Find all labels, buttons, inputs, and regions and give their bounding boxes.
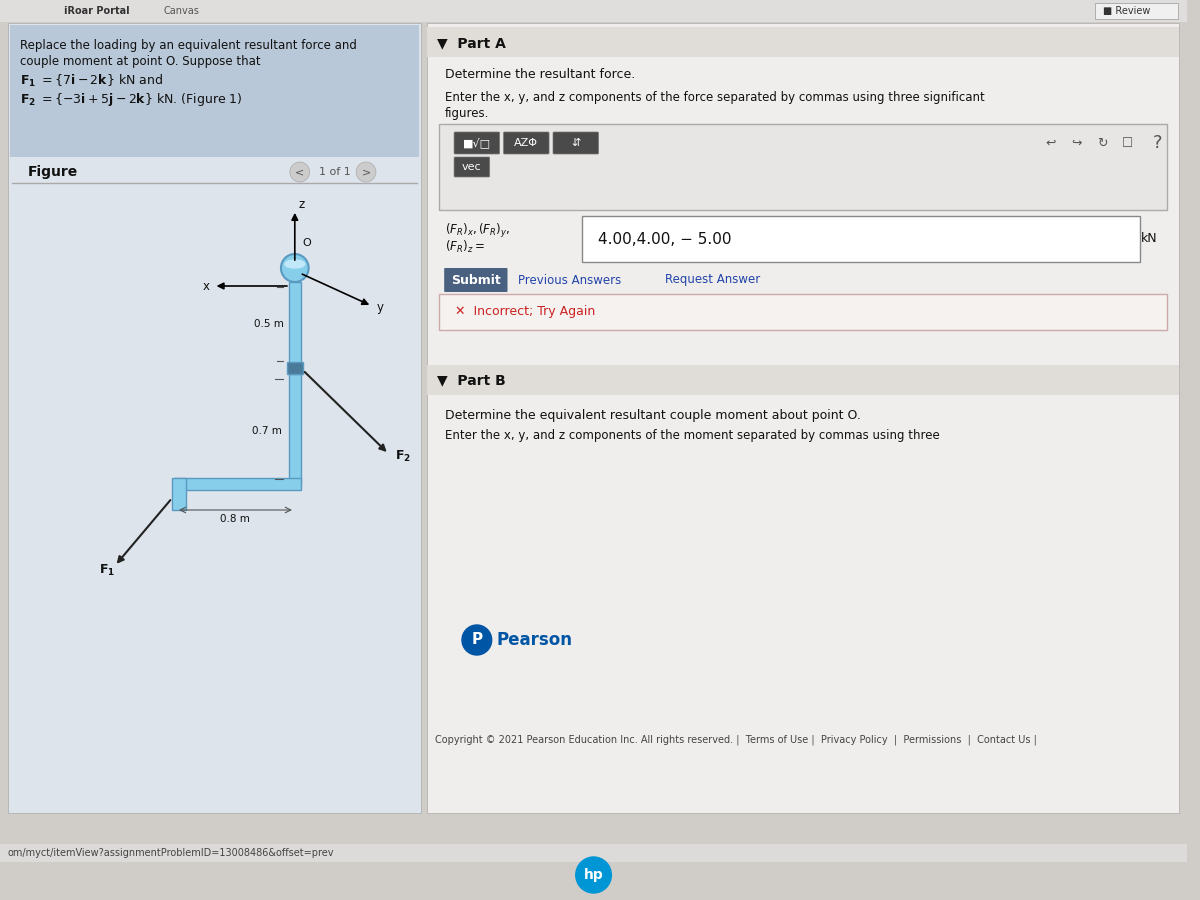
Text: Copyright © 2021 Pearson Education Inc. All rights reserved. |  Terms of Use |  : Copyright © 2021 Pearson Education Inc. … [436, 734, 1037, 745]
FancyBboxPatch shape [454, 132, 499, 154]
Text: ■√□: ■√□ [463, 138, 491, 148]
Text: om/myct/itemView?assignmentProblemID=13008486&offset=prev: om/myct/itemView?assignmentProblemID=130… [8, 848, 335, 858]
Circle shape [462, 625, 492, 655]
Text: 0.8 m: 0.8 m [220, 514, 250, 524]
Text: ☐: ☐ [1122, 137, 1133, 149]
Text: Determine the resultant force.: Determine the resultant force. [445, 68, 636, 82]
Text: $(F_R)_z =$: $(F_R)_z =$ [445, 239, 485, 255]
Text: ↩: ↩ [1045, 137, 1056, 149]
Bar [174, 478, 301, 490]
Text: $\mathbf{F_2}$: $\mathbf{F_2}$ [395, 449, 410, 464]
FancyBboxPatch shape [427, 27, 1180, 57]
FancyBboxPatch shape [10, 25, 420, 157]
Text: ↻: ↻ [1097, 137, 1108, 149]
FancyBboxPatch shape [454, 157, 490, 177]
Text: figures.: figures. [445, 107, 490, 121]
Text: Submit: Submit [451, 274, 500, 286]
Text: ■ Review: ■ Review [1103, 6, 1151, 16]
Text: 1 of 1: 1 of 1 [318, 167, 350, 177]
Bar [289, 374, 301, 484]
Text: ▼  Part A: ▼ Part A [437, 36, 506, 50]
Text: ⇵: ⇵ [571, 138, 581, 148]
Text: Enter the x, y, and z components of the force separated by commas using three si: Enter the x, y, and z components of the … [445, 92, 985, 104]
Text: hp: hp [583, 868, 604, 882]
Text: z: z [299, 197, 305, 211]
FancyBboxPatch shape [582, 216, 1140, 262]
Ellipse shape [284, 260, 305, 268]
Bar [289, 282, 301, 366]
Text: 4.00,4.00, − 5.00: 4.00,4.00, − 5.00 [598, 231, 731, 247]
Text: Previous Answers: Previous Answers [518, 274, 622, 286]
Circle shape [281, 254, 308, 282]
Text: Canvas: Canvas [163, 6, 199, 16]
FancyBboxPatch shape [287, 362, 302, 374]
Text: Figure: Figure [28, 165, 78, 179]
Circle shape [576, 857, 611, 893]
Text: x: x [203, 280, 210, 292]
Text: Enter the x, y, and z components of the moment separated by commas using three: Enter the x, y, and z components of the … [445, 428, 940, 442]
FancyBboxPatch shape [1096, 3, 1178, 19]
Text: 0.7 m: 0.7 m [252, 426, 282, 436]
Text: $\mathbf{F_1}$ $= \{7\mathbf{i} - 2\mathbf{k}\}$ kN and: $\mathbf{F_1}$ $= \{7\mathbf{i} - 2\math… [19, 73, 163, 89]
Text: ↪: ↪ [1072, 137, 1081, 149]
Text: y: y [377, 301, 384, 314]
FancyBboxPatch shape [8, 23, 421, 813]
Text: Determine the equivalent resultant couple moment about point O.: Determine the equivalent resultant coupl… [445, 409, 862, 421]
Text: $\mathbf{F_2}$ $= \{-3\mathbf{i} + 5\mathbf{j} - 2\mathbf{k}\}$ kN. (Figure 1): $\mathbf{F_2}$ $= \{-3\mathbf{i} + 5\mat… [19, 92, 242, 109]
Circle shape [356, 162, 376, 182]
FancyBboxPatch shape [427, 365, 1180, 395]
Text: O: O [302, 238, 312, 248]
Text: ▼  Part B: ▼ Part B [437, 373, 506, 387]
Text: $(F_R)_x, (F_R)_y,$: $(F_R)_x, (F_R)_y,$ [445, 222, 510, 240]
Text: P: P [472, 633, 482, 647]
FancyBboxPatch shape [427, 23, 1180, 813]
Text: vec: vec [462, 162, 481, 172]
FancyBboxPatch shape [504, 132, 550, 154]
FancyBboxPatch shape [0, 0, 1187, 22]
Text: Replace the loading by an equivalent resultant force and: Replace the loading by an equivalent res… [19, 39, 356, 51]
Text: Pearson: Pearson [497, 631, 572, 649]
FancyBboxPatch shape [172, 478, 186, 510]
Text: <: < [295, 167, 305, 177]
Text: ?: ? [1153, 134, 1162, 152]
Text: couple moment at point O. Suppose that: couple moment at point O. Suppose that [19, 56, 260, 68]
FancyBboxPatch shape [439, 294, 1168, 330]
Text: 0.5 m: 0.5 m [254, 319, 284, 329]
Text: ✕  Incorrect; Try Again: ✕ Incorrect; Try Again [455, 305, 595, 319]
Text: AZΦ: AZΦ [515, 138, 539, 148]
FancyBboxPatch shape [0, 844, 1187, 862]
Text: iRoar Portal: iRoar Portal [65, 6, 130, 16]
Circle shape [290, 162, 310, 182]
FancyBboxPatch shape [553, 132, 599, 154]
Text: >: > [361, 167, 371, 177]
Text: kN: kN [1141, 232, 1158, 246]
Text: $\mathbf{F_1}$: $\mathbf{F_1}$ [98, 563, 115, 578]
FancyBboxPatch shape [444, 268, 508, 292]
Text: Request Answer: Request Answer [665, 274, 760, 286]
FancyBboxPatch shape [439, 124, 1168, 210]
